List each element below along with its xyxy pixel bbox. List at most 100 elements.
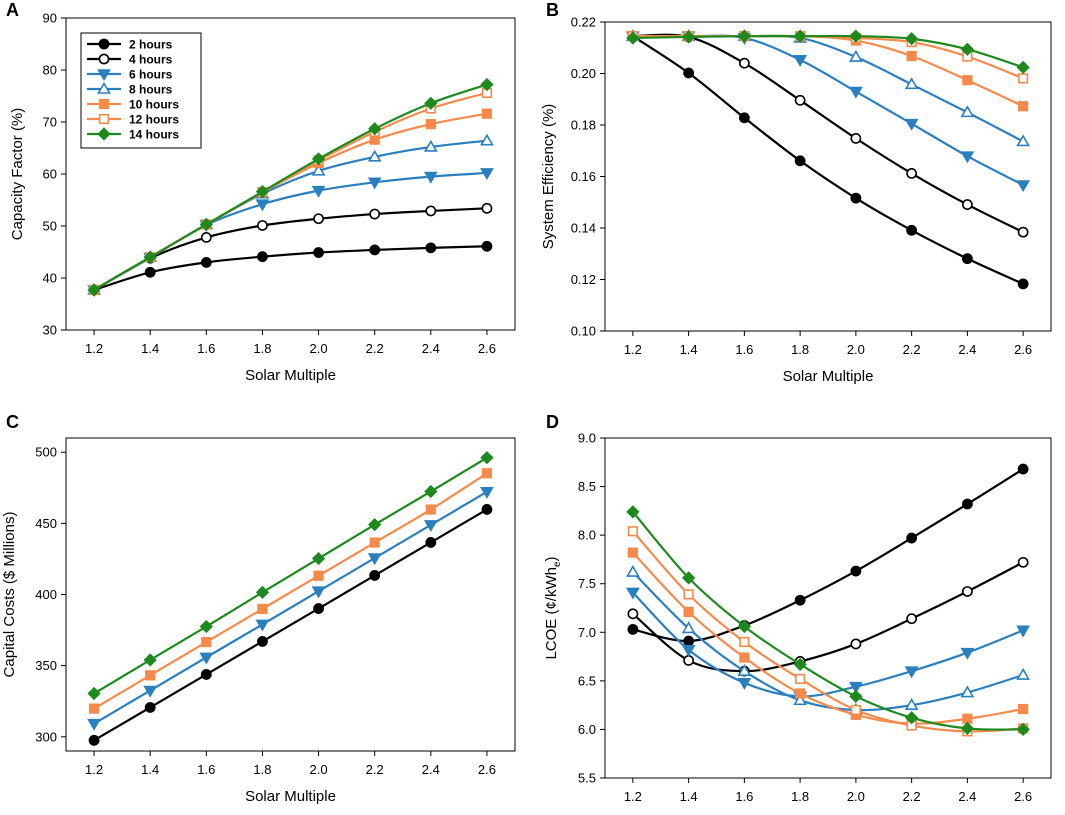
data-point [423,171,438,184]
data-point [850,132,862,144]
data-point [480,451,494,465]
data-point [904,118,919,131]
data-point [906,224,918,236]
y-tick-label: 500 [35,445,57,460]
plot-frame [604,437,1052,779]
data-point [423,520,438,533]
data-point [480,168,494,181]
data-point [1018,703,1029,715]
x-tick-label: 1.6 [197,762,215,777]
x-tick-label: 1.2 [85,762,103,777]
data-point [88,734,100,746]
data-point [627,608,639,620]
data-point [311,152,326,166]
series-line [93,472,488,710]
x-tick-label: 2.4 [422,341,440,356]
data-point [87,686,101,701]
data-point [850,192,862,204]
data-point [201,636,212,648]
data-point [1017,556,1029,568]
data-point [737,619,752,634]
data-point [257,220,268,231]
chart-panel-c: C 1.2 1.4 1.6 1.8 2.0 2.2 2.4 2.6 300 350 400 450 500… [1,412,516,805]
panel-letter: D [546,412,559,432]
panel-letter: B [546,0,559,20]
y-tick-label: 350 [35,658,57,673]
y-tick-label: 9.0 [578,431,596,446]
y-tick-label: 450 [35,516,57,531]
data-point [1018,73,1029,84]
data-point [906,532,918,544]
data-point [739,652,750,663]
series-2-hours [627,463,1029,647]
data-point [960,151,975,164]
data-point [849,689,863,704]
data-point [311,185,326,198]
data-point [849,29,863,43]
data-point [961,199,973,210]
data-point [423,139,438,152]
x-tick-label: 2.0 [847,789,865,804]
x-axis-title: Solar Multiple [245,367,336,384]
x-tick-label: 1.8 [253,762,271,777]
x-tick-label: 2.6 [478,341,496,356]
data-point [795,688,806,699]
data-point [481,202,493,214]
series-10-hours [88,468,493,714]
data-point [257,603,268,614]
y-tick-label: 60 [43,167,57,182]
x-tick-label: 2.0 [310,762,328,777]
x-tick-label: 2.4 [958,342,976,357]
x-tick-label: 1.8 [791,342,809,357]
data-point [1016,180,1031,193]
data-point [793,29,807,43]
legend-entry: 12 hours [129,113,179,127]
y-axis-title-main: LCOE (¢/kWh [543,567,560,660]
y-tick-label: 6.5 [578,673,596,688]
y-tick-label: 90 [43,11,57,26]
data-point [906,168,918,179]
data-point [627,526,638,537]
data-point [311,551,326,566]
data-point [425,205,437,217]
data-point [960,685,975,698]
data-point [793,657,807,671]
panel-letter: A [6,0,19,20]
y-tick-label: 70 [43,115,57,130]
data-point [683,67,695,79]
legend-entry: 14 hours [129,128,179,142]
series-2-hours [88,504,493,746]
x-tick-label: 1.8 [791,789,809,804]
data-point [626,31,640,45]
x-tick-label: 2.4 [958,789,976,804]
y-tick-label: 8.0 [578,528,596,543]
x-tick-label: 2.6 [1014,342,1032,357]
x-tick-label: 1.8 [253,341,271,356]
data-point [480,486,494,499]
series-14-hours [87,77,494,297]
x-tick-label: 1.6 [197,341,215,356]
x-tick-label: 2.6 [478,762,496,777]
y-axis-title: System Efficiency (%) [540,104,557,250]
data-point [424,484,438,499]
x-tick-label: 1.2 [624,789,642,804]
data-point [960,647,975,660]
y-tick-label: 0.22 [571,15,596,30]
x-tick-label: 2.4 [422,762,440,777]
data-point [850,704,861,716]
data-point [144,702,156,713]
legend-marker [97,127,111,141]
legend-marker [98,53,110,65]
data-point [257,251,268,263]
data-point [367,149,382,162]
y-tick-label: 7.0 [578,625,596,640]
data-point [737,29,752,43]
data-point [88,703,100,714]
y-tick-label: 40 [43,271,57,286]
data-point [257,636,268,647]
series-2-hours [627,30,1029,290]
data-point [626,505,640,519]
plot-frame [65,437,516,752]
data-point [683,655,695,666]
